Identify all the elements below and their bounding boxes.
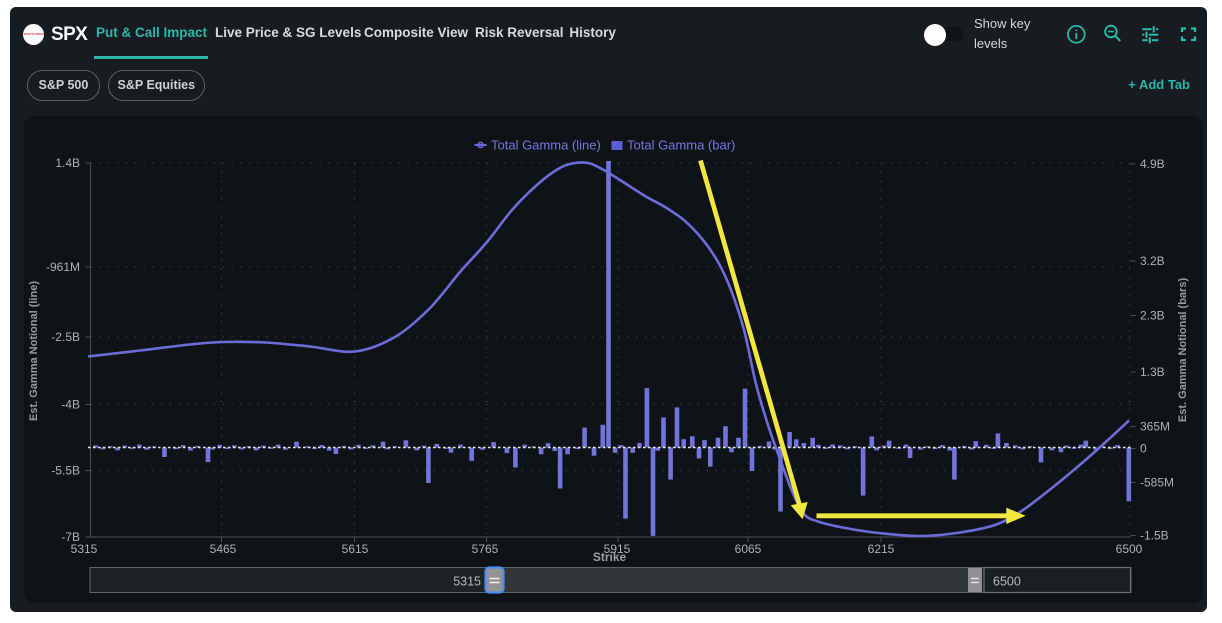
svg-text:-961M: -961M [46, 260, 80, 274]
svg-text:Est. Gamma Notional (bars): Est. Gamma Notional (bars) [1177, 278, 1189, 423]
svg-text:6500: 6500 [1116, 542, 1143, 556]
svg-text:-1.5B: -1.5B [1140, 529, 1169, 543]
svg-text:-585M: -585M [1140, 476, 1174, 490]
svg-text:Total Gamma (line): Total Gamma (line) [491, 138, 601, 153]
svg-text:-2.5B: -2.5B [51, 330, 80, 344]
svg-text:3.2B: 3.2B [1140, 254, 1165, 268]
svg-text:5915: 5915 [604, 542, 631, 556]
svg-text:5315: 5315 [453, 575, 481, 589]
svg-text:6215: 6215 [868, 542, 895, 556]
svg-text:0: 0 [1140, 442, 1147, 456]
svg-text:-4B: -4B [61, 398, 80, 412]
svg-text:Est. Gamma Notional (line): Est. Gamma Notional (line) [28, 281, 40, 421]
svg-text:Strike: Strike [593, 550, 627, 564]
svg-text:Total Gamma (bar): Total Gamma (bar) [627, 138, 735, 153]
svg-text:-5.5B: -5.5B [51, 464, 80, 478]
svg-text:1.4B: 1.4B [55, 156, 80, 170]
svg-text:5615: 5615 [342, 542, 369, 556]
svg-text:2.3B: 2.3B [1140, 309, 1165, 323]
svg-text:4.9B: 4.9B [1140, 157, 1165, 171]
svg-text:5765: 5765 [472, 542, 499, 556]
svg-text:5465: 5465 [210, 542, 237, 556]
svg-text:6500: 6500 [993, 575, 1021, 589]
svg-text:1.3B: 1.3B [1140, 365, 1165, 379]
svg-text:-7B: -7B [61, 530, 80, 544]
svg-text:6065: 6065 [735, 542, 762, 556]
svg-text:365M: 365M [1140, 420, 1170, 434]
svg-text:5315: 5315 [71, 542, 98, 556]
